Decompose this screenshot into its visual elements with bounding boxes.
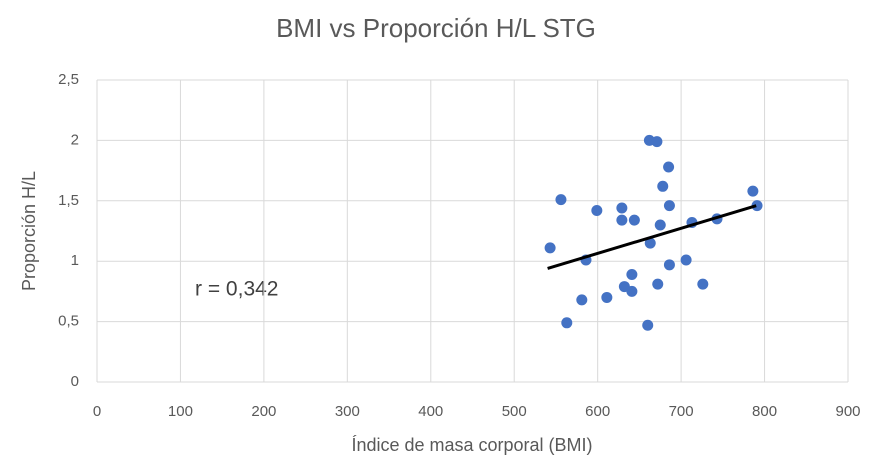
y-tick-label: 2,5 (58, 71, 79, 88)
data-point (601, 291, 613, 303)
data-point (651, 136, 663, 148)
x-tick-label: 200 (251, 403, 276, 420)
x-tick-label: 300 (335, 403, 360, 420)
x-tick-label: 700 (669, 403, 694, 420)
data-point (663, 259, 675, 271)
y-tick-label: 2 (71, 131, 79, 148)
y-tick-label: 0,5 (58, 313, 79, 330)
x-tick-label: 800 (752, 403, 777, 420)
data-point (654, 219, 666, 231)
data-point (751, 200, 763, 212)
data-point (642, 319, 654, 331)
data-point (747, 185, 759, 197)
data-point (663, 161, 675, 173)
trendline (547, 204, 757, 270)
data-point (555, 194, 567, 206)
x-tick-label: 100 (168, 403, 193, 420)
data-point (626, 268, 638, 280)
x-tick-label: 500 (502, 403, 527, 420)
x-tick-label: 900 (835, 403, 860, 420)
x-axis-label: Índice de masa corporal (BMI) (351, 435, 592, 455)
y-tick-label: 1,5 (58, 192, 79, 209)
chart-title: BMI vs Proporción H/L STG (276, 13, 596, 43)
x-tick-label: 600 (585, 403, 610, 420)
data-point (697, 278, 709, 290)
y-axis-label: Proporción H/L (19, 171, 39, 291)
y-tick-label: 0 (71, 373, 79, 390)
data-point (544, 242, 556, 254)
data-point (616, 214, 628, 226)
data-point (663, 200, 675, 212)
data-point (628, 214, 640, 226)
x-tick-label: 400 (418, 403, 443, 420)
data-point (657, 180, 669, 192)
annotation: r = 0,342 (195, 278, 278, 301)
data-point (644, 237, 656, 249)
y-tick-label: 1 (71, 252, 79, 269)
data-point (626, 285, 638, 297)
data-point (576, 294, 588, 306)
data-point (616, 202, 628, 214)
data-point (652, 278, 664, 290)
data-point (680, 254, 692, 266)
x-tick-label: 0 (93, 403, 101, 420)
data-point (561, 317, 573, 329)
data-point (591, 204, 603, 216)
